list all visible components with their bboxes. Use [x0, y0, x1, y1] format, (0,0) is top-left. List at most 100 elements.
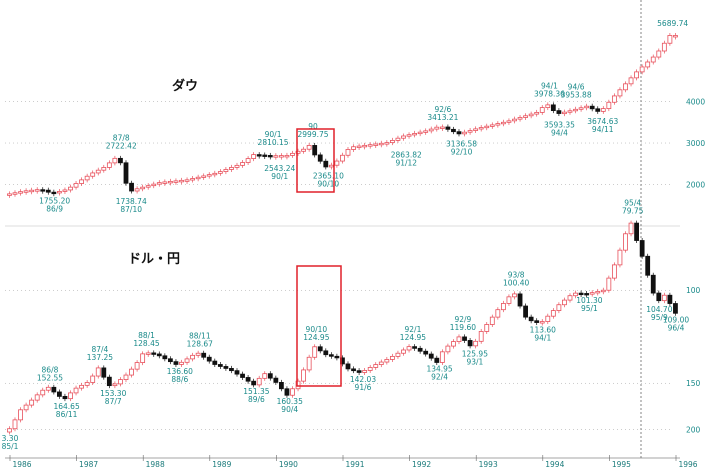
- dow-candle: [645, 61, 651, 68]
- usdjpy-y-tick-label: 200: [686, 426, 701, 435]
- dow-candle: [611, 95, 617, 103]
- dow-annotation-line2: 87/10: [120, 205, 142, 214]
- dow-annotation-line1: 3136.58: [446, 139, 477, 148]
- usdjpy-candle: [34, 394, 40, 401]
- usdjpy-candle: [673, 303, 678, 314]
- usdjpy-annotation-line1: 134.95: [426, 364, 452, 373]
- usdjpy-annotation-line2: 91/6: [355, 383, 372, 392]
- usdjpy-annotation-line2: 128.67: [187, 339, 213, 348]
- usdjpy-candle: [251, 380, 257, 386]
- usdjpy-candle: [56, 391, 62, 397]
- year-label-1988: 1988: [146, 460, 165, 469]
- dow-candle: [184, 179, 190, 182]
- dow-candle: [229, 167, 234, 170]
- candlestick-series: [7, 32, 678, 435]
- dow-candle: [190, 178, 195, 181]
- dow-candle: [284, 155, 290, 158]
- usdjpy-candle: [639, 240, 645, 257]
- dow-candle: [167, 180, 173, 184]
- usdjpy-annotation-line2: 90/4: [281, 405, 298, 414]
- dow-candle: [650, 56, 656, 63]
- usdjpy-candle: [29, 399, 35, 406]
- dow-candle: [506, 120, 512, 123]
- dow-annotation-line2: 94/11: [592, 125, 614, 134]
- usdjpy-candle: [595, 291, 601, 294]
- dow-annotation-line2: 94/4: [551, 128, 568, 137]
- usdjpy-candle: [262, 373, 268, 379]
- usdjpy-annotation-line1: 86/8: [42, 365, 59, 374]
- usdjpy-annotation-line1: 88/11: [189, 331, 211, 340]
- usdjpy-candle: [45, 386, 51, 391]
- year-label-1995: 1995: [612, 460, 631, 469]
- usdjpy-candle: [445, 345, 451, 353]
- usdjpy-candle: [661, 294, 667, 302]
- dow-candle: [539, 107, 545, 113]
- usdjpy-candle: [201, 352, 207, 358]
- dow-candle: [606, 101, 612, 110]
- dow-candle: [667, 35, 673, 44]
- dow-candle: [478, 127, 484, 130]
- usdjpy-annotation-line2: 87/7: [105, 397, 122, 406]
- dow-candle: [173, 180, 179, 183]
- usdjpy-candle: [245, 377, 251, 382]
- usdjpy-candle: [328, 354, 334, 357]
- usdjpy-annotation-line1: 3.30: [2, 434, 19, 443]
- dow-annotation-line1: 2543.24: [264, 164, 295, 173]
- usdjpy-candle: [378, 361, 384, 365]
- usdjpy-candle: [473, 340, 479, 347]
- usdjpy-annotation-line1: 101.30: [576, 296, 602, 305]
- usdjpy-annotation-line2: 93/1: [466, 358, 483, 367]
- dow-annotation-line1: 94/6: [568, 83, 585, 92]
- dow-candle: [528, 113, 534, 117]
- dow-candle: [129, 182, 134, 192]
- dow-candle: [345, 149, 351, 156]
- usdjpy-candle: [101, 367, 107, 378]
- dow-candle: [656, 50, 662, 58]
- dow-candle: [673, 35, 678, 38]
- usdjpy-annotation-line2: 96/4: [668, 323, 685, 332]
- dow-candle: [7, 193, 12, 196]
- usdjpy-annotation-line2: 92/4: [431, 372, 448, 381]
- dow-candle: [223, 169, 229, 172]
- usdjpy-candle: [240, 373, 245, 378]
- usdjpy-candle: [395, 352, 401, 357]
- dow-candle: [90, 172, 96, 177]
- dow-candle: [101, 167, 107, 171]
- usdjpy-candle: [517, 293, 523, 307]
- dow-candle: [623, 83, 628, 91]
- dow-candle: [201, 175, 207, 178]
- year-label-1994: 1994: [545, 460, 564, 469]
- dow-candle: [384, 142, 390, 145]
- dow-annotation-line1: 92/6: [434, 105, 451, 114]
- usdjpy-annotation-line2: 152.55: [37, 373, 63, 382]
- dow-candle: [473, 128, 479, 131]
- dow-annotation-line2: 91/12: [395, 159, 417, 168]
- dow-candle: [534, 112, 540, 115]
- dow-candle: [406, 134, 412, 137]
- dow-annotation-line1: 87/8: [113, 134, 130, 143]
- dow-candle: [351, 146, 356, 150]
- dow-candle: [73, 183, 79, 188]
- usdjpy-candle: [512, 293, 517, 298]
- year-label-1991: 1991: [345, 460, 364, 469]
- dow-candle: [12, 192, 18, 195]
- dow-candle: [639, 66, 645, 73]
- dow-candle: [145, 185, 151, 188]
- usdjpy-annotation-line1: 109.00: [663, 315, 689, 324]
- dow-candle: [395, 137, 401, 141]
- year-label-1986: 1986: [12, 460, 31, 469]
- dow-annotation-line1: 3674.63: [587, 117, 618, 126]
- usdjpy-annotation-line2: 137.25: [87, 353, 113, 362]
- dow-candle: [340, 154, 345, 162]
- dow-candle: [40, 189, 46, 192]
- usdjpy-annotation-line1: 92/1: [405, 325, 422, 334]
- highlight-box-dow: [296, 128, 335, 193]
- usdjpy-annotation-line2: 79.75: [622, 206, 644, 215]
- dow-candle: [356, 145, 362, 148]
- usdjpy-annotation-line1: 87/4: [91, 345, 108, 354]
- usdjpy-candle: [500, 303, 506, 311]
- dow-y-tick-label: 2000: [686, 180, 705, 189]
- usdjpy-candle: [62, 395, 68, 400]
- dow-candle: [495, 123, 501, 126]
